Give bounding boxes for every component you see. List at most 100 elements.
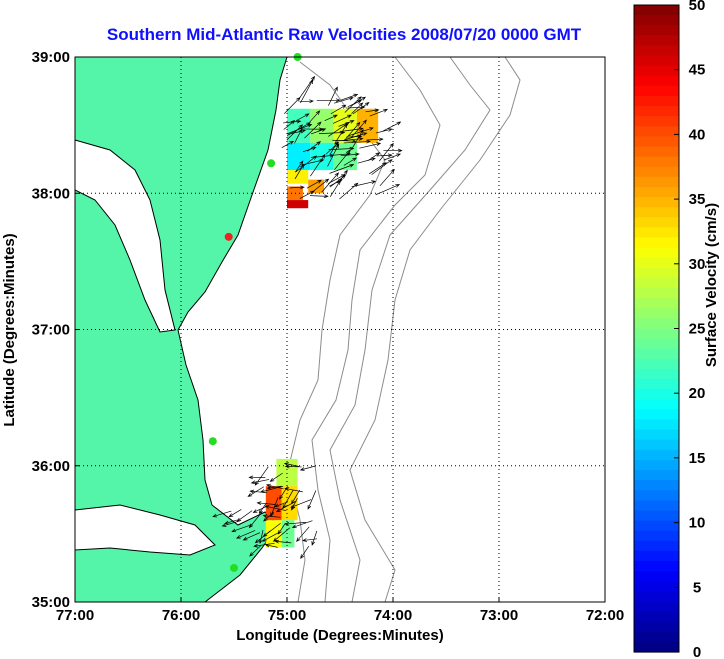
south-arrow-21 [249, 545, 261, 557]
north-arrow-51 [383, 148, 403, 153]
radar-station-1 [267, 159, 276, 168]
north-arrow-75 [375, 128, 393, 134]
north-arrow-49 [351, 102, 364, 114]
colorbar-band-8 [634, 85, 679, 97]
colorbar-tick-label-9: 5 [693, 579, 701, 596]
colorbar-band-11 [634, 116, 679, 127]
x-tick-label-1: 76:00 [162, 607, 200, 624]
north-arrow-45 [328, 86, 338, 106]
colorbar-band-36 [634, 368, 679, 380]
colorbar-band-51 [634, 520, 679, 532]
velocity-cell-8 [308, 179, 325, 194]
south-arrow-20 [269, 472, 283, 482]
bathymetry-contour-3 [349, 56, 521, 603]
x-tick-label-4: 73:00 [480, 607, 518, 624]
south-arrow-10 [258, 502, 267, 515]
colorbar-band-61 [634, 621, 679, 633]
north-arrow-37 [289, 185, 305, 190]
south-arrow-38 [262, 523, 281, 538]
north-arrow-11 [306, 179, 322, 189]
colorbar-band-24 [634, 247, 679, 259]
north-arrow-80 [343, 157, 358, 166]
colorbar-band-4 [634, 45, 679, 57]
southwest-arrow-4 [236, 510, 253, 522]
north-arrow-78 [330, 104, 347, 115]
north-arrow-69 [383, 153, 402, 161]
colorbar-band-2 [634, 25, 679, 36]
bathymetry-contour-1 [311, 56, 441, 603]
pamlico-sound [74, 504, 216, 556]
north-arrow-53 [313, 178, 330, 191]
south-arrow-9 [284, 521, 307, 526]
colorbar-tick-label-4: 30 [689, 256, 706, 273]
y-axis-ticks: 39:00 38:00 37:00 36:00 35:00 [32, 49, 80, 611]
velocity-cell-9 [287, 186, 303, 201]
southwest-arrow-1 [212, 510, 232, 518]
north-arrow-22 [309, 194, 329, 199]
south-arrow-15 [311, 530, 318, 546]
velocity-cell-7 [287, 170, 309, 184]
colorbar-band-56 [634, 571, 679, 582]
colorbar-band-19 [634, 197, 679, 208]
north-arrow-46 [350, 119, 367, 139]
colorbar-band-50 [634, 510, 679, 522]
colorbar-band-49 [634, 500, 679, 512]
colorbar-band-0 [634, 5, 679, 16]
north-arrow-79 [307, 141, 322, 152]
north-arrow-66 [310, 128, 327, 135]
colorbar-tick-label-2: 40 [689, 126, 706, 143]
south-arrow-19 [262, 514, 281, 518]
colorbar-band-31 [634, 318, 679, 330]
north-arrow-62 [359, 142, 382, 149]
north-arrow-70 [340, 152, 360, 157]
north-arrow-64 [366, 137, 384, 142]
colorbar-band-7 [634, 75, 679, 87]
colorbar-band-52 [634, 530, 679, 542]
colorbar-band-33 [634, 338, 679, 350]
south-arrow-4 [261, 532, 279, 542]
colorbar-band-45 [634, 459, 679, 471]
velocity-cell-11 [276, 458, 298, 487]
north-arrow-72 [346, 134, 363, 139]
current-vector-arrows [212, 75, 403, 559]
colorbar-band-57 [634, 581, 679, 592]
north-arrow-21 [304, 121, 322, 139]
y-tick-label-0: 39:00 [32, 49, 70, 66]
north-arrow-76 [286, 123, 313, 135]
colorbar-band-3 [634, 35, 679, 47]
south-arrow-22 [253, 542, 275, 548]
south-arrow-34 [291, 489, 301, 505]
colorbar-band-1 [634, 15, 679, 26]
x-tick-label-3: 74:00 [374, 607, 412, 624]
north-arrow-82 [347, 105, 366, 110]
north-arrow-67 [378, 142, 394, 162]
north-arrow-27 [351, 180, 377, 188]
north-arrow-8 [299, 190, 315, 199]
colorbar-band-53 [634, 540, 679, 552]
colorbar-band-10 [634, 106, 679, 117]
north-arrow-15 [382, 121, 402, 132]
velocity-cell-12 [265, 486, 282, 521]
x-tick-label-0: 77:00 [56, 607, 94, 624]
colorbar-band-21 [634, 217, 679, 229]
north-arrow-73 [321, 172, 340, 193]
colorbar-band-37 [634, 379, 679, 390]
north-arrow-81 [281, 140, 295, 148]
colorbar-band-39 [634, 399, 679, 410]
colorbar-band-40 [634, 409, 679, 421]
colorbar-band-32 [634, 328, 679, 340]
south-arrow-36 [299, 465, 316, 471]
southwest-arrow-0 [228, 509, 242, 518]
north-arrow-87 [348, 127, 374, 137]
bathymetry-contour-2 [329, 56, 491, 603]
colorbar-band-12 [634, 126, 679, 138]
colorbar-band-58 [634, 591, 679, 603]
colorbar-band-13 [634, 136, 679, 148]
colorbar-band-63 [634, 641, 679, 653]
south-arrow-30 [307, 490, 317, 510]
north-arrow-19 [379, 168, 395, 187]
colorbar-band-48 [634, 490, 679, 501]
colorbar-band-46 [634, 470, 679, 481]
south-arrow-39 [282, 489, 294, 509]
